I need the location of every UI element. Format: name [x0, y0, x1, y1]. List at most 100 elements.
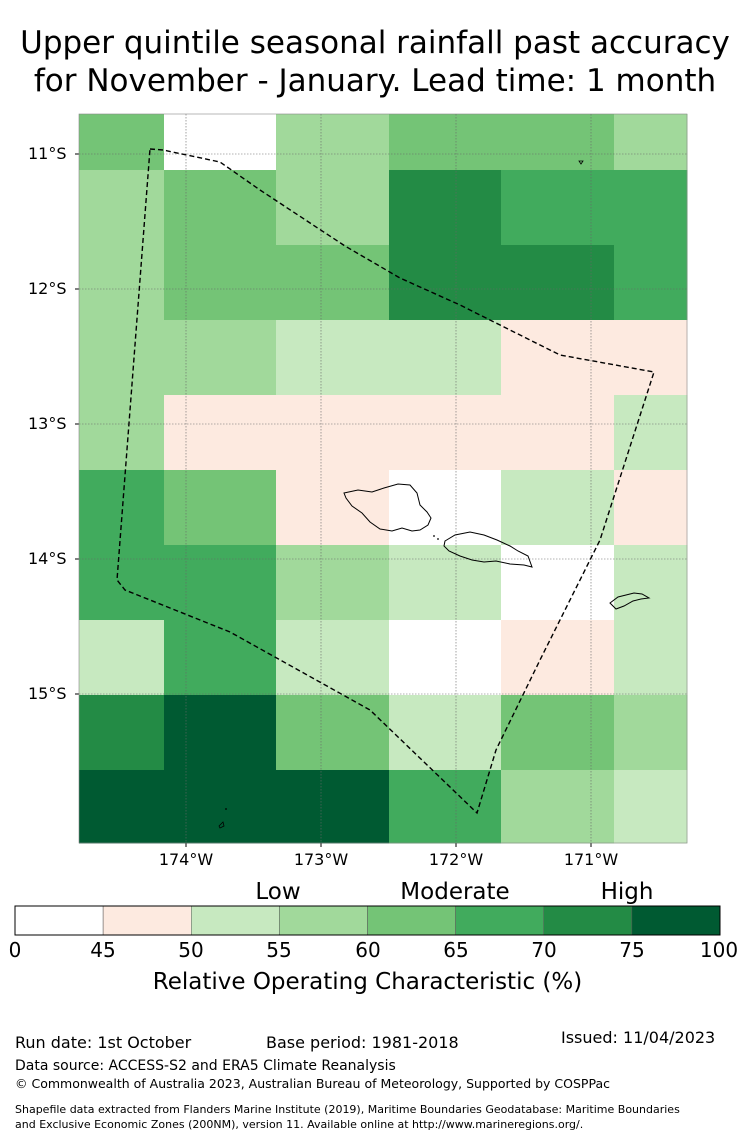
grid-cell-r4-c0	[79, 395, 165, 471]
base-period: Base period: 1981-2018	[266, 1033, 459, 1052]
grid-cell-r9-c5	[614, 770, 688, 844]
lat-label-15s: 15°S	[28, 684, 67, 703]
colorbar-segment-5	[455, 905, 544, 936]
grid-cell-r0-c2	[276, 114, 390, 171]
colorbar-segment-3	[279, 905, 368, 936]
legend-category-low: Low	[255, 879, 301, 905]
grid-cell-r7-c2	[276, 620, 390, 696]
grid-cell-r6-c1	[164, 545, 277, 621]
swains-island-outline	[578, 160, 584, 165]
colorbar-segment-0	[14, 905, 104, 936]
lon-label-174w: 174°W	[158, 850, 214, 869]
grid-cell-r2-c1	[164, 245, 277, 321]
legend-category-high: High	[600, 879, 654, 905]
roc-grid-cells	[79, 114, 688, 844]
grid-cell-r5-c2	[276, 470, 390, 546]
axis-ticks	[75, 153, 592, 847]
colorbar-segment-4	[367, 905, 456, 936]
grid-cell-r7-c0	[79, 620, 165, 696]
grid-cell-r5-c5	[614, 470, 688, 546]
data-source: Data source: ACCESS-S2 and ERA5 Climate …	[15, 1058, 396, 1074]
colorbar-tick-100: 100	[699, 938, 739, 962]
grid-cell-r4-c2	[276, 395, 390, 471]
grid-cell-r6-c2	[276, 545, 390, 621]
colorbar-tick-45: 45	[90, 938, 116, 962]
colorbar-label: Relative Operating Characteristic (%)	[152, 969, 583, 995]
colorbar-segment-6	[543, 905, 633, 936]
upolu-island-outline	[443, 531, 533, 568]
grid-cell-r6-c0	[79, 545, 165, 621]
run-date: Run date: 1st October	[15, 1033, 192, 1052]
grid-cell-r2-c2	[276, 245, 390, 321]
grid-cell-r9-c2	[276, 770, 390, 844]
eez-boundary	[116, 148, 655, 815]
colorbar-tick-65: 65	[443, 938, 469, 962]
grid-cell-r2-c5	[614, 245, 688, 321]
colorbar-tick-75: 75	[619, 938, 645, 962]
grid-cell-r2-c3	[389, 245, 502, 321]
grid-cell-r0-c5	[614, 114, 688, 171]
grid-cell-r7-c4	[501, 620, 615, 696]
grid-cell-r1-c4	[501, 170, 615, 246]
grid-cell-r8-c3	[389, 695, 502, 771]
grid-cell-r5-c0	[79, 470, 165, 546]
colorbar	[14, 905, 721, 936]
graticule-lines	[79, 114, 687, 843]
copyright-notice: © Commonwealth of Australia 2023, Austra…	[15, 1076, 610, 1091]
grid-cell-r0-c3	[389, 114, 502, 171]
grid-cell-r5-c1	[164, 470, 277, 546]
shapefile-credit-line2: and Exclusive Economic Zones (200NM), ve…	[15, 1118, 584, 1131]
colorbar-segment-7	[631, 905, 721, 936]
grid-cell-r7-c5	[614, 620, 688, 696]
rose-atoll-outline	[218, 821, 225, 829]
colorbar-frame	[14, 905, 721, 936]
grid-cell-r3-c0	[79, 320, 165, 396]
grid-cell-r7-c1	[164, 620, 277, 696]
legend-category-moderate: Moderate	[400, 879, 510, 905]
islet-manono	[433, 535, 435, 537]
map-frame	[78, 113, 688, 844]
issued-date: Issued: 11/04/2023	[561, 1028, 716, 1047]
colorbar-tick-60: 60	[355, 938, 381, 962]
grid-cell-r2-c0	[79, 245, 165, 321]
islet-south	[225, 808, 227, 810]
grid-cell-r6-c5	[614, 545, 688, 621]
grid-cell-r1-c2	[276, 170, 390, 246]
grid-cell-r1-c0	[79, 170, 165, 246]
grid-cell-r6-c3	[389, 545, 502, 621]
grid-cell-r4-c4	[501, 395, 615, 471]
colorbar-tick-50: 50	[178, 938, 204, 962]
grid-cell-r5-c4	[501, 470, 615, 546]
grid-cell-r9-c3	[389, 770, 502, 844]
grid-cell-r8-c4	[501, 695, 615, 771]
colorbar-tick-0: 0	[8, 938, 22, 962]
tutuila-island-outline	[609, 592, 651, 610]
grid-cell-r9-c0	[79, 770, 165, 844]
colorbar-tick-55: 55	[266, 938, 292, 962]
lat-label-14s: 14°S	[28, 549, 67, 568]
grid-cell-r0-c0	[79, 114, 165, 171]
grid-cell-r9-c4	[501, 770, 615, 844]
grid-cell-r1-c3	[389, 170, 502, 246]
colorbar-tick-70: 70	[531, 938, 557, 962]
grid-cell-r4-c5	[614, 395, 688, 471]
lon-label-171w: 171°W	[563, 850, 619, 869]
grid-cell-r3-c4	[501, 320, 615, 396]
grid-cell-r7-c3	[389, 620, 502, 696]
lat-label-12s: 12°S	[28, 279, 67, 298]
islet-apolima	[437, 538, 439, 540]
grid-cell-r9-c1	[164, 770, 277, 844]
grid-cell-r3-c3	[389, 320, 502, 396]
grid-cell-r8-c1	[164, 695, 277, 771]
grid-cell-r8-c2	[276, 695, 390, 771]
lat-label-13s: 13°S	[28, 414, 67, 433]
grid-cell-r4-c3	[389, 395, 502, 471]
grid-cell-r0-c1	[164, 114, 277, 171]
grid-cell-r3-c2	[276, 320, 390, 396]
map-title-line1: Upper quintile seasonal rainfall past ac…	[20, 25, 730, 61]
grid-cell-r1-c1	[164, 170, 277, 246]
grid-cell-r6-c4	[501, 545, 615, 621]
map-title-line2: for November - January. Lead time: 1 mon…	[33, 63, 717, 99]
grid-cell-r2-c4	[501, 245, 615, 321]
colorbar-segment-2	[191, 905, 280, 936]
